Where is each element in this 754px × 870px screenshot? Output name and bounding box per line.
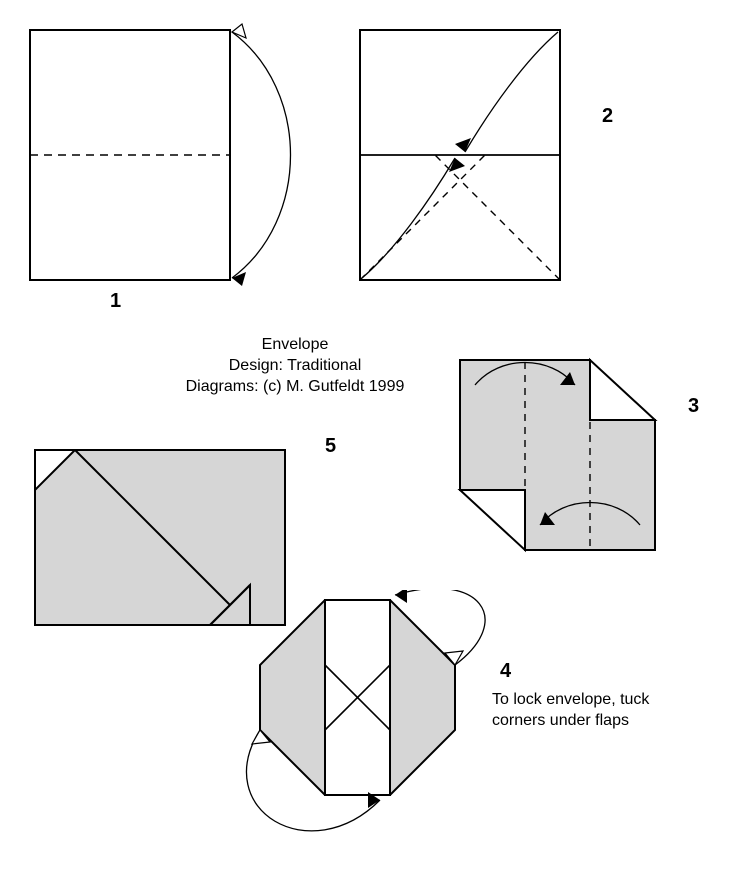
- step-2-label: 2: [602, 105, 613, 128]
- step-2-diagram: [350, 20, 590, 300]
- title-block: Envelope Design: Traditional Diagrams: (…: [155, 335, 435, 397]
- step-3-label: 3: [688, 395, 699, 418]
- step-4-caption-line-2: corners under flaps: [492, 711, 712, 732]
- step-4-caption: To lock envelope, tuck corners under fla…: [492, 690, 712, 732]
- step-1-diagram: [10, 20, 320, 300]
- title-line-1: Envelope: [155, 335, 435, 356]
- step-5-label: 5: [325, 435, 336, 458]
- step-1-label: 1: [110, 290, 121, 313]
- step-3-diagram: [430, 350, 680, 590]
- step-4-diagram: [230, 590, 530, 870]
- step-4-label: 4: [500, 660, 511, 683]
- step-4-caption-line-1: To lock envelope, tuck: [492, 690, 712, 711]
- title-line-3: Diagrams: (c) M. Gutfeldt 1999: [155, 377, 435, 398]
- title-line-2: Design: Traditional: [155, 356, 435, 377]
